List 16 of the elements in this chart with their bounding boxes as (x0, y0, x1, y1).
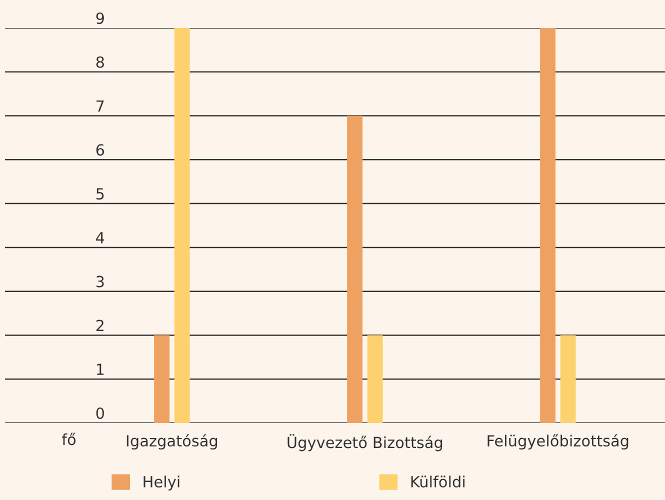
x-tick-label: Felügyelőbizottság (488, 434, 628, 450)
y-tick-label: 6 (96, 144, 104, 156)
legend-label: Külföldi (411, 476, 464, 488)
y-tick-label: 2 (96, 320, 104, 332)
y-tick-label: 3 (96, 276, 104, 288)
x-tick-label: Igazgatóság (126, 434, 218, 450)
legend-label: Helyi (144, 476, 180, 490)
y-tick-label: 4 (96, 232, 104, 244)
y-tick-label: 1 (96, 364, 104, 375)
text: fő (62, 432, 76, 446)
y-tick-label: 7 (96, 100, 104, 112)
x-tick-label: Ügyvezető Bizottság (288, 434, 442, 452)
y-tick-label: 8 (96, 56, 104, 68)
y-tick-label: 5 (96, 188, 104, 200)
y-tick-label: 9 (96, 12, 104, 24)
y-tick-label: 0 (96, 407, 104, 420)
